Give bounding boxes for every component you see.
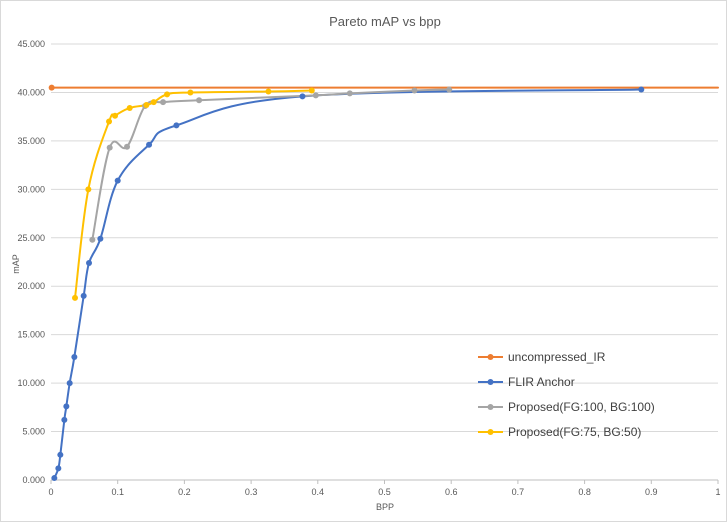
data-point-uncompressed-ir [48,84,55,91]
data-point-flir-anchor [97,235,104,242]
y-tick-label: 20.000 [17,281,45,291]
x-tick-label: 0.9 [645,487,658,497]
data-point-flir-anchor [57,451,64,458]
y-tick-label: 25.000 [17,233,45,243]
x-tick-label: 0.6 [445,487,458,497]
x-tick-label: 0.3 [245,487,258,497]
y-tick-label: 35.000 [17,136,45,146]
data-point-proposed-fg-75-bg-50 [265,88,272,95]
data-point-proposed-fg-75-bg-50 [85,186,92,193]
data-point-proposed-fg-75-bg-50 [143,102,150,109]
legend-label-flir-anchor: FLIR Anchor [508,375,575,389]
data-point-proposed-fg-100-bg-100 [411,87,418,94]
legend-label-proposed-fg-100-bg-100: Proposed(FG:100, BG:100) [508,400,655,414]
data-point-proposed-fg-75-bg-50 [308,87,315,94]
legend-label-proposed-fg-75-bg-50: Proposed(FG:75, BG:50) [508,425,641,439]
data-point-proposed-fg-100-bg-100 [124,143,131,150]
x-tick-label: 0.8 [578,487,591,497]
y-axis-title: mAP [11,254,21,274]
data-point-flir-anchor [114,177,121,184]
data-point-proposed-fg-100-bg-100 [160,99,167,106]
data-point-proposed-fg-75-bg-50 [126,104,133,111]
data-point-proposed-fg-75-bg-50 [106,118,113,125]
data-point-proposed-fg-75-bg-50 [72,294,79,301]
data-point-flir-anchor [173,122,180,129]
x-tick-label: 0.2 [178,487,191,497]
chart-title: Pareto mAP vs bpp [329,14,441,29]
data-point-proposed-fg-100-bg-100 [106,144,113,151]
data-point-proposed-fg-100-bg-100 [89,236,96,243]
axes: 0.000 5.000 10.000 15.000 20.000 25.000 30.000… [17,39,720,497]
x-tick-label: 0 [48,487,53,497]
x-tick-label: 0.1 [111,487,124,497]
x-tick-label: 0.7 [512,487,525,497]
data-point-proposed-fg-75-bg-50 [150,99,157,106]
data-point-flir-anchor [55,465,62,472]
data-point-proposed-fg-75-bg-50 [187,89,194,96]
y-tick-label: 45.000 [17,39,45,49]
legend-marker-proposed-fg-100-bg-100 [487,404,494,410]
legend-marker-flir-anchor [487,379,494,385]
y-tick-label: 40.000 [17,87,45,97]
legend-label-uncompressed-ir: uncompressed_IR [508,350,606,364]
data-point-flir-anchor [63,403,70,410]
legend-marker-uncompressed-ir [487,354,494,360]
data-point-proposed-fg-75-bg-50 [112,112,119,119]
y-tick-label: 5.000 [22,427,45,437]
series-line-flir-anchor [53,88,643,480]
legend: uncompressed_IR FLIR Anchor Proposed(FG:10… [478,350,655,439]
series-line-proposed-fg-100-bg-100 [91,88,451,241]
y-tick-label: 15.000 [17,330,45,340]
data-point-flir-anchor [66,380,73,387]
y-tick-label: 0.000 [22,475,45,485]
y-tick-label: 30.000 [17,184,45,194]
data-point-proposed-fg-100-bg-100 [312,92,319,99]
series-markers [48,84,645,482]
series-lines [50,86,719,480]
data-point-flir-anchor [51,475,58,482]
x-tick-label: 0.4 [312,487,325,497]
data-point-flir-anchor [80,292,87,299]
data-point-proposed-fg-100-bg-100 [446,86,453,93]
gridlines [51,43,718,433]
x-axis-title: BPP [376,502,394,512]
legend-marker-proposed-fg-75-bg-50 [487,429,494,435]
data-point-flir-anchor [86,259,93,266]
data-point-flir-anchor [299,93,306,100]
x-tick-label: 1 [715,487,720,497]
data-point-flir-anchor [638,86,645,93]
data-point-flir-anchor [146,141,153,148]
data-point-flir-anchor [61,416,68,423]
data-point-proposed-fg-75-bg-50 [164,91,171,98]
x-tick-label: 0.5 [378,487,391,497]
data-point-proposed-fg-100-bg-100 [346,90,353,97]
y-tick-label: 10.000 [17,378,45,388]
data-point-proposed-fg-100-bg-100 [196,97,203,104]
data-point-flir-anchor [71,353,78,360]
